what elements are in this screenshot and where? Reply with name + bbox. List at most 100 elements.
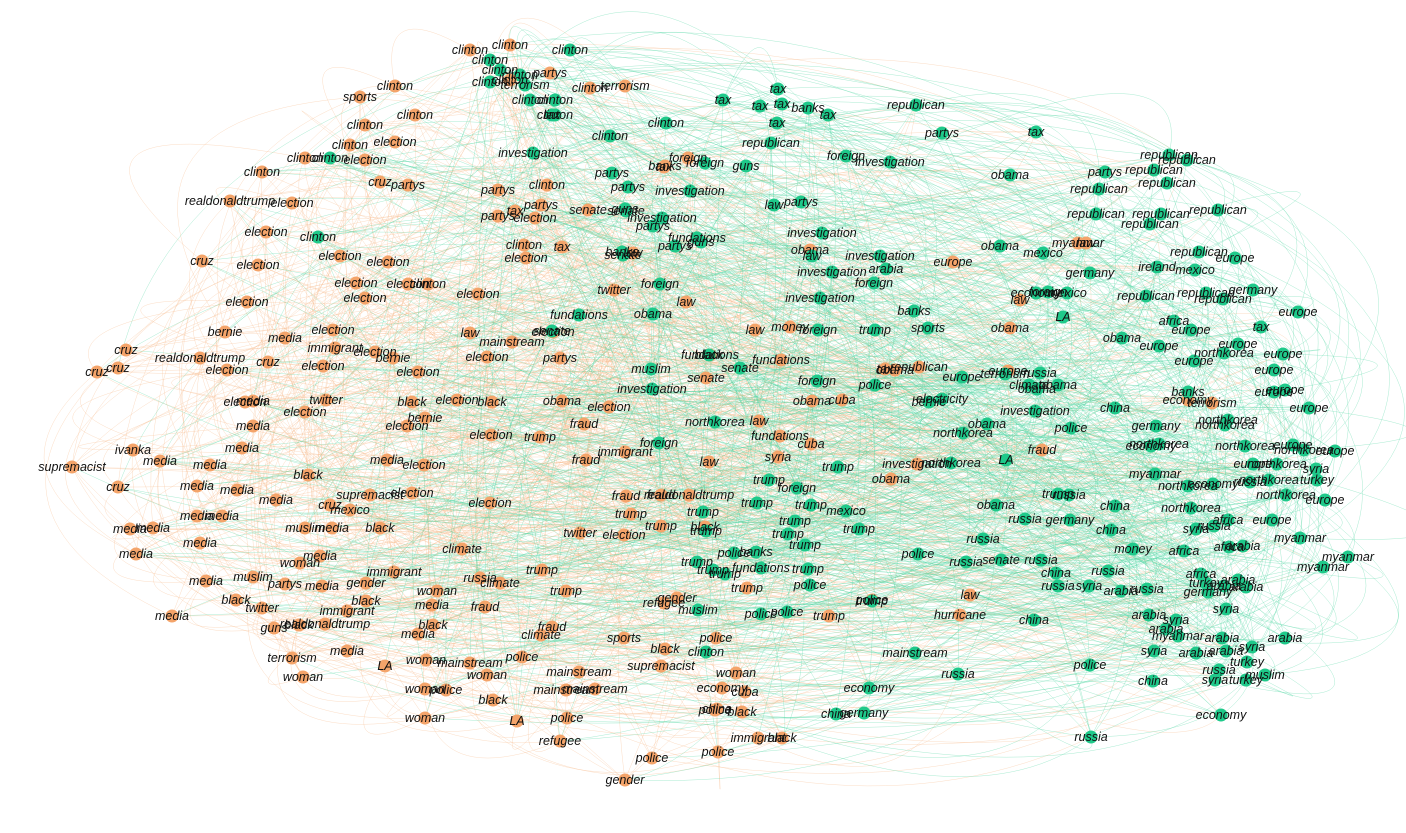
graph-node-green[interactable] [1219,644,1233,658]
graph-node-orange[interactable] [455,542,469,556]
graph-node-green[interactable] [1217,346,1231,360]
graph-node-orange[interactable] [581,203,595,217]
graph-node-orange[interactable] [493,576,507,590]
graph-node-green[interactable] [998,367,1012,381]
graph-node-green[interactable] [1243,475,1257,489]
graph-node-green[interactable] [526,146,540,160]
graph-node-orange[interactable] [378,659,392,673]
graph-node-orange[interactable] [510,714,524,728]
graph-node-green[interactable] [1310,473,1324,487]
graph-node-green[interactable] [767,198,781,212]
graph-node-orange[interactable] [670,591,684,605]
graph-node-orange[interactable] [240,295,254,309]
graph-node-orange[interactable] [471,287,485,301]
graph-node-orange[interactable] [359,576,373,590]
graph-node-green[interactable] [1051,579,1065,593]
graph-node-green[interactable] [803,578,817,592]
graph-node-orange[interactable] [491,209,505,223]
graph-node-green[interactable] [1101,564,1115,578]
graph-node-orange[interactable] [111,480,125,494]
graph-node-green[interactable] [879,262,893,276]
graph-node-green[interactable] [922,395,936,409]
graph-node-green[interactable] [839,149,853,163]
graph-node-orange[interactable] [618,773,632,787]
graph-node-green[interactable] [1177,544,1191,558]
graph-node-green[interactable] [775,97,789,111]
graph-node-green[interactable] [1240,655,1254,669]
graph-node-green[interactable] [1148,467,1162,481]
graph-node-green[interactable] [999,453,1013,467]
graph-node-green[interactable] [801,562,815,576]
graph-node-orange[interactable] [353,90,367,104]
graph-node-orange[interactable] [229,593,243,607]
graph-node-green[interactable] [655,211,669,225]
graph-node-orange[interactable] [246,394,260,408]
graph-node-orange[interactable] [804,437,818,451]
graph-node-orange[interactable] [740,581,754,595]
graph-node-green[interactable] [1278,383,1292,397]
graph-node-orange[interactable] [775,731,789,745]
graph-node-green[interactable] [1036,246,1050,260]
graph-node-orange[interactable] [349,276,363,290]
graph-node-orange[interactable] [715,681,729,695]
graph-node-green[interactable] [754,607,768,621]
graph-node-green[interactable] [1184,501,1198,515]
graph-node-green[interactable] [1207,519,1221,533]
graph-node-orange[interactable] [153,454,167,468]
graph-node-green[interactable] [1286,438,1300,452]
graph-node-green[interactable] [1217,579,1231,593]
graph-node-orange[interactable] [553,734,567,748]
graph-node-orange[interactable] [278,577,292,591]
graph-node-orange[interactable] [298,405,312,419]
graph-node-green[interactable] [781,527,795,541]
graph-node-green[interactable] [1051,487,1065,501]
graph-node-green[interactable] [1222,540,1236,554]
graph-node-orange[interactable] [439,683,453,697]
graph-node-orange[interactable] [278,331,292,345]
graph-node-green[interactable] [1219,602,1233,616]
graph-node-green[interactable] [831,460,845,474]
graph-node-green[interactable] [513,68,527,82]
graph-node-green[interactable] [1228,251,1242,265]
graph-node-orange[interactable] [682,488,696,502]
graph-node-orange[interactable] [555,240,569,254]
graph-node-green[interactable] [1029,286,1043,300]
graph-node-green[interactable] [805,249,819,263]
graph-node-green[interactable] [1083,266,1097,280]
graph-node-orange[interactable] [323,498,337,512]
graph-node-orange[interactable] [619,489,633,503]
graph-node-green[interactable] [811,323,825,337]
graph-node-orange[interactable] [534,628,548,642]
graph-node-orange[interactable] [388,135,402,149]
graph-node-orange[interactable] [485,395,499,409]
graph-node-green[interactable] [1189,522,1203,536]
graph-node-orange[interactable] [285,196,299,210]
graph-node-orange[interactable] [325,521,339,535]
graph-node-orange[interactable] [533,430,547,444]
graph-node-orange[interactable] [193,351,207,365]
graph-node-orange[interactable] [480,350,494,364]
graph-node-green[interactable] [868,378,882,392]
graph-node-green[interactable] [1104,523,1118,537]
graph-node-orange[interactable] [401,277,415,291]
graph-node-green[interactable] [944,456,958,470]
graph-node-orange[interactable] [735,705,749,719]
graph-node-green[interactable] [1254,320,1268,334]
graph-node-orange[interactable] [203,458,217,472]
graph-node-green[interactable] [1143,217,1157,231]
graph-node-green[interactable] [1041,285,1055,299]
graph-node-green[interactable] [1115,331,1129,345]
graph-node-green[interactable] [1208,673,1222,687]
graph-node-green[interactable] [1239,673,1253,687]
graph-node-orange[interactable] [463,326,477,340]
graph-node-orange[interactable] [193,536,207,550]
graph-node-green[interactable] [702,348,716,362]
graph-node-orange[interactable] [425,598,439,612]
graph-node-green[interactable] [1171,629,1185,643]
graph-node-orange[interactable] [386,351,400,365]
graph-node-orange[interactable] [292,618,306,632]
graph-node-orange[interactable] [480,668,494,682]
graph-node-green[interactable] [1003,168,1017,182]
graph-node-green[interactable] [750,496,764,510]
graph-node-green[interactable] [668,239,682,253]
